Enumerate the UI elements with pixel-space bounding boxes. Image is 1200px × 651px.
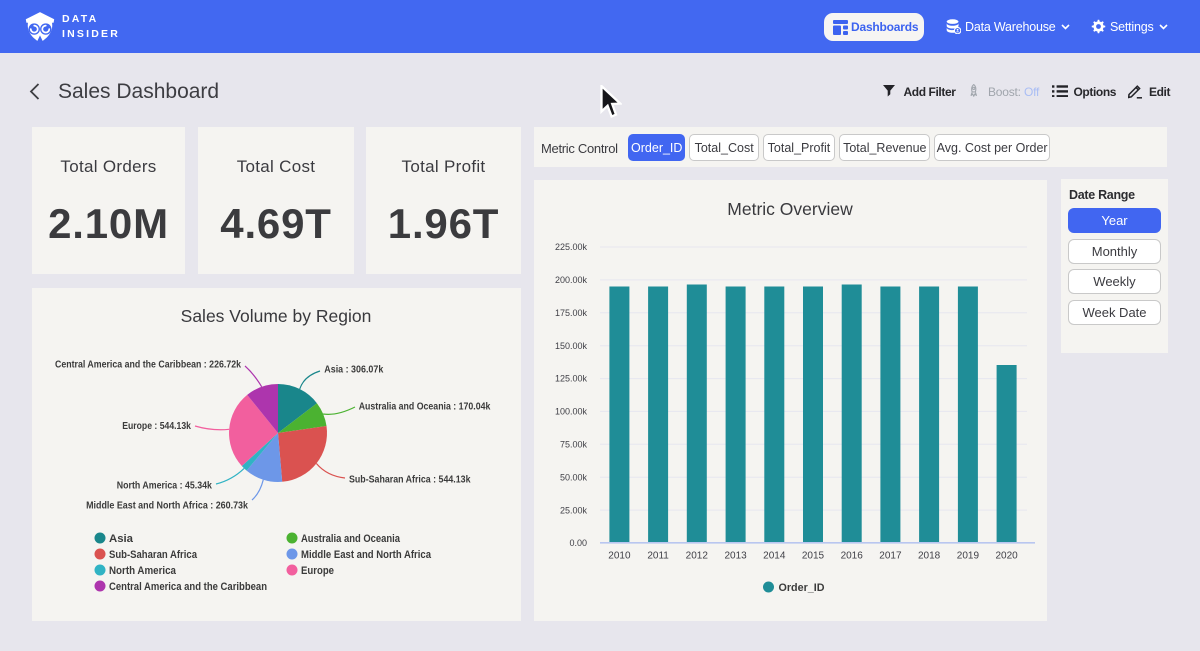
svg-text:200.00k: 200.00k [555, 275, 588, 285]
svg-text:0.00: 0.00 [569, 538, 587, 548]
svg-text:2019: 2019 [957, 551, 980, 562]
svg-text:Asia: Asia [109, 533, 134, 545]
svg-text:2017: 2017 [879, 551, 902, 562]
svg-text:Europe : 544.13k: Europe : 544.13k [122, 420, 191, 432]
svg-text:Middle East and North Africa: Middle East and North Africa [301, 549, 432, 561]
svg-text:2016: 2016 [841, 551, 864, 562]
svg-text:Asia : 306.07k: Asia : 306.07k [324, 364, 383, 376]
svg-text:Metric Overview: Metric Overview [727, 199, 853, 219]
svg-text:Sales Volume by Region: Sales Volume by Region [181, 306, 372, 326]
svg-text:2012: 2012 [686, 551, 709, 562]
svg-text:2015: 2015 [802, 551, 825, 562]
svg-text:2013: 2013 [724, 551, 747, 562]
svg-text:North America : 45.34k: North America : 45.34k [117, 480, 212, 492]
svg-text:225.00k: 225.00k [555, 242, 588, 252]
svg-text:Central America and the Caribb: Central America and the Caribbean : 226.… [55, 359, 241, 371]
svg-text:2011: 2011 [647, 551, 669, 562]
svg-text:Middle East and North Africa :: Middle East and North Africa : 260.73k [86, 500, 248, 512]
svg-text:Sub-Saharan Africa: Sub-Saharan Africa [109, 549, 198, 561]
svg-text:North America: North America [109, 565, 177, 577]
svg-text:2010: 2010 [608, 551, 631, 562]
svg-text:2014: 2014 [763, 551, 786, 562]
svg-text:Europe: Europe [301, 565, 334, 577]
svg-text:150.00k: 150.00k [555, 341, 588, 351]
svg-text:125.00k: 125.00k [555, 374, 588, 384]
svg-text:2020: 2020 [995, 551, 1018, 562]
svg-text:25.00k: 25.00k [560, 505, 588, 515]
svg-text:75.00k: 75.00k [560, 440, 588, 450]
svg-text:175.00k: 175.00k [555, 308, 588, 318]
svg-text:50.00k: 50.00k [560, 472, 588, 482]
svg-text:Order_ID: Order_ID [779, 582, 825, 594]
svg-text:Sub-Saharan Africa : 544.13k: Sub-Saharan Africa : 544.13k [349, 474, 471, 486]
svg-text:Australia and Oceania : 170.04: Australia and Oceania : 170.04k [359, 401, 491, 413]
svg-text:Central America and the Caribb: Central America and the Caribbean [109, 581, 267, 593]
svg-text:2018: 2018 [918, 551, 941, 562]
svg-text:100.00k: 100.00k [555, 407, 588, 417]
svg-text:Australia and Oceania: Australia and Oceania [301, 533, 401, 545]
